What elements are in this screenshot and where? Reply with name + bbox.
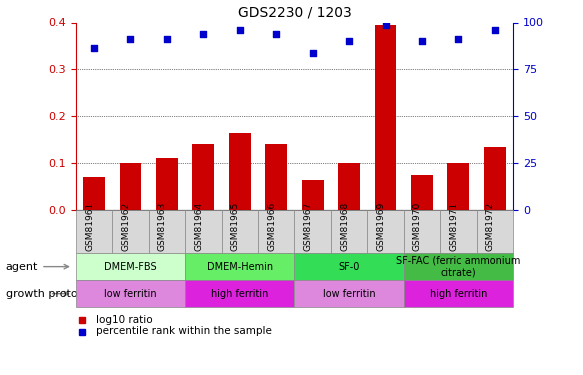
Bar — [374, 25, 396, 210]
Point — [381, 22, 390, 28]
Bar — [156, 158, 178, 210]
Text: log10 ratio: log10 ratio — [96, 315, 153, 325]
Point — [126, 36, 135, 42]
Bar — [192, 144, 215, 210]
Title: GDS2230 / 1203: GDS2230 / 1203 — [237, 6, 352, 20]
Text: low ferritin: low ferritin — [104, 289, 157, 298]
Point — [272, 31, 281, 37]
Point — [454, 36, 463, 42]
Text: GSM81963: GSM81963 — [158, 202, 167, 251]
Text: DMEM-FBS: DMEM-FBS — [104, 262, 157, 272]
Bar — [120, 163, 141, 210]
Text: high ferritin: high ferritin — [211, 289, 268, 298]
Bar — [484, 147, 505, 210]
Text: GSM81966: GSM81966 — [267, 202, 276, 251]
Text: percentile rank within the sample: percentile rank within the sample — [96, 327, 272, 336]
Text: agent: agent — [6, 262, 69, 272]
Text: GSM81965: GSM81965 — [231, 202, 240, 251]
Point — [162, 36, 171, 42]
Point — [345, 38, 354, 44]
Point — [199, 31, 208, 37]
Text: GSM81967: GSM81967 — [304, 202, 312, 251]
Point — [235, 27, 244, 33]
Text: high ferritin: high ferritin — [430, 289, 487, 298]
Text: GSM81972: GSM81972 — [486, 202, 495, 251]
Text: GSM81971: GSM81971 — [449, 202, 458, 251]
Bar — [229, 133, 251, 210]
Text: GSM81962: GSM81962 — [121, 202, 131, 251]
Bar — [447, 163, 469, 210]
Text: low ferritin: low ferritin — [323, 289, 375, 298]
Text: GSM81968: GSM81968 — [340, 202, 349, 251]
Text: SF-FAC (ferric ammonium
citrate): SF-FAC (ferric ammonium citrate) — [396, 256, 521, 278]
Text: GSM81970: GSM81970 — [413, 202, 422, 251]
Text: growth protocol: growth protocol — [6, 289, 93, 298]
Point — [417, 38, 427, 44]
Bar — [338, 163, 360, 210]
Text: GSM81969: GSM81969 — [377, 202, 385, 251]
Text: SF-0: SF-0 — [338, 262, 360, 272]
Text: GSM81964: GSM81964 — [194, 202, 203, 251]
Point — [490, 27, 500, 33]
Bar — [302, 180, 324, 210]
Text: DMEM-Hemin: DMEM-Hemin — [207, 262, 273, 272]
Point — [89, 45, 99, 51]
Bar — [265, 144, 287, 210]
Text: GSM81961: GSM81961 — [85, 202, 94, 251]
Bar — [83, 177, 105, 210]
Bar — [411, 175, 433, 210]
Point — [308, 50, 317, 56]
